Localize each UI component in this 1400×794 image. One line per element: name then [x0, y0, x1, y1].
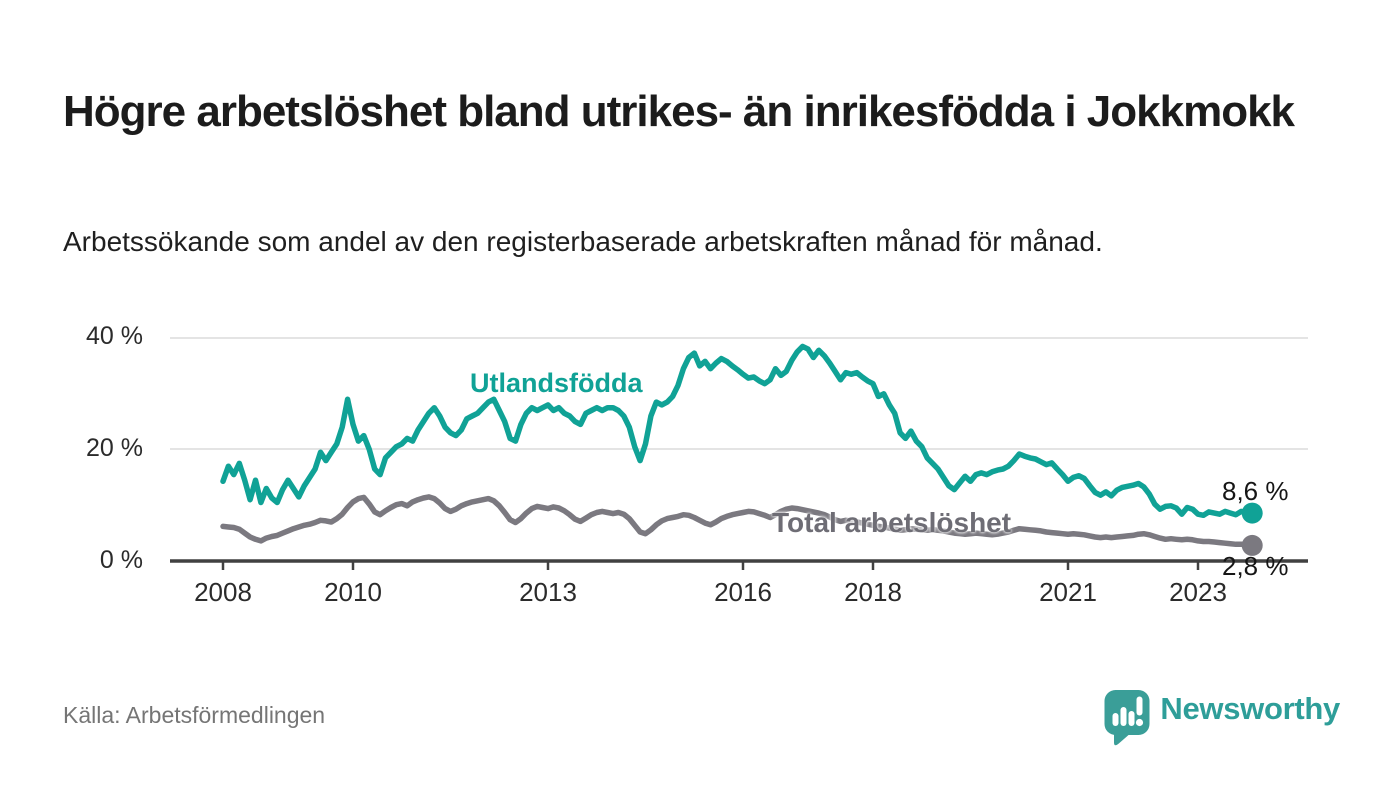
y-axis-label-40: 40 %: [86, 322, 143, 350]
x-axis-label-2021: 2021: [1039, 577, 1097, 607]
series-label-utlandsfodda: Utlandsfödda: [470, 368, 643, 398]
end-value-total: 2,8 %: [1222, 551, 1289, 581]
y-axis-label-0: 0 %: [99, 546, 143, 574]
newsworthy-logo[interactable]: Newsworthy: [1103, 688, 1340, 748]
utlandsfodda-line: [220, 343, 1255, 519]
chart-subtitle: Arbetssökande som andel av den registerb…: [63, 226, 1103, 257]
x-axis-label-2023: 2023: [1169, 577, 1227, 607]
x-axis-label-2008: 2008: [194, 577, 252, 607]
total-arbetsloshet-line: [220, 494, 1255, 549]
x-axis-label-2013: 2013: [519, 577, 577, 607]
x-axis-label-2016: 2016: [714, 577, 772, 607]
newsworthy-wordmark: Newsworthy: [1160, 691, 1340, 726]
newsworthy-bubble-icon: [1104, 690, 1150, 746]
series-label-total-arbetsloshet: Total arbetslöshet: [772, 507, 1012, 538]
page-title: Högre arbetslöshet bland utrikes- än inr…: [63, 87, 1295, 137]
y-axis-label-20: 20 %: [86, 434, 143, 462]
x-axis-label-2010: 2010: [324, 577, 382, 607]
source-note: Källa: Arbetsförmedlingen: [63, 702, 326, 728]
x-axis-label-2018: 2018: [844, 577, 902, 607]
x-axis-ticks: [221, 561, 1200, 570]
gridlines: [170, 337, 1308, 450]
end-value-utlandsfodda: 8,6 %: [1222, 476, 1289, 506]
